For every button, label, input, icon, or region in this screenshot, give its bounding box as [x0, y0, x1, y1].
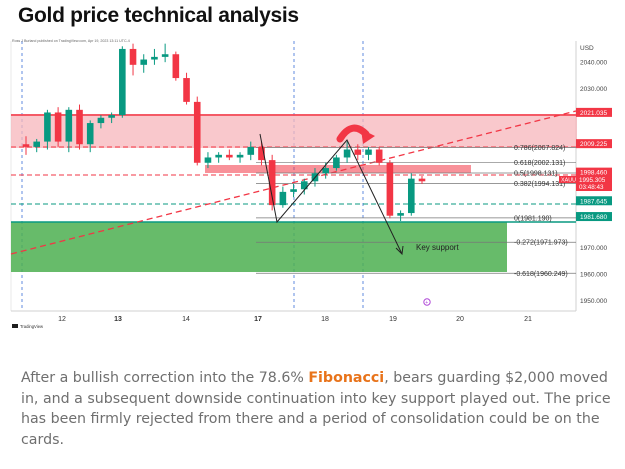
chart-header: Ross J Burland published on TradingView.…: [12, 39, 130, 43]
candle-body: [76, 109, 83, 145]
candle-body: [407, 178, 415, 214]
price-tag-label: 1987.645: [580, 198, 607, 205]
rejection-zone: [205, 165, 471, 173]
price-tag-label: 2021.035: [580, 110, 607, 117]
y-tick-label: 2030.000: [580, 86, 607, 93]
current-price-value: 1995.305: [579, 177, 606, 184]
key-support-label: Key support: [416, 243, 459, 252]
fib-level-label: 0(1981.190): [514, 215, 552, 222]
tradingview-logo-icon: [12, 324, 18, 328]
candle-body: [247, 146, 255, 155]
x-tick-label: 17: [254, 316, 262, 323]
price-tag: [576, 139, 612, 149]
rejection-arrow-head-icon: [361, 129, 375, 144]
candle-body: [65, 109, 73, 142]
candle-body: [140, 59, 148, 65]
candle-body: [33, 141, 41, 147]
current-price-tag: [576, 175, 612, 191]
page-title: Gold price technical analysis: [18, 4, 299, 27]
projection-arrow-head: [395, 245, 404, 256]
candle-body: [333, 157, 340, 169]
fibonacci-retracement[interactable]: 0.786(2007.824) 0.618(2002.131) 0.5(1998.1…: [256, 145, 576, 278]
price-tag: [576, 107, 612, 117]
article-text-end: , bears guarding $2,000 moved in, and a …: [21, 370, 611, 448]
candle-body: [215, 154, 222, 158]
fib-level-label: -0.272(1971.973): [514, 240, 568, 247]
price-tag: [576, 167, 612, 177]
candle-body: [268, 160, 276, 206]
price-tag: [576, 196, 612, 206]
brand-label: TradingView: [20, 324, 44, 329]
symbol-tag: [559, 176, 581, 183]
add-alert-plus: +: [425, 300, 428, 306]
candle-body: [54, 112, 62, 142]
fib-level-label: 0.5(1998.131): [514, 171, 558, 178]
candle-body: [365, 149, 372, 155]
candle-body: [236, 154, 244, 158]
x-tick-label: 20: [456, 316, 464, 323]
candle-body: [119, 48, 126, 116]
x-tick-label: 18: [321, 316, 329, 323]
candle-body: [258, 146, 265, 161]
price-tags: 2021.035 2009.225 1998.460 1987.645 1981.680: [576, 107, 612, 222]
candle-body: [161, 54, 169, 57]
candle-body: [343, 149, 351, 158]
candle-body: [322, 168, 329, 174]
article-paragraph: After a bullish correction into the 78.6…: [21, 368, 611, 450]
x-tick-label: 12: [58, 316, 66, 323]
rising-trendline: [10, 110, 577, 255]
y-tick-label: 1970.000: [580, 245, 607, 252]
candle-body: [290, 189, 297, 192]
price-tag: [576, 212, 612, 222]
candle-body: [418, 178, 426, 182]
candle-body: [226, 154, 233, 158]
countdown-value: 03:48:43: [579, 184, 604, 191]
fib-level-label: 0.786(2007.824): [514, 145, 565, 152]
support-zone: [11, 222, 507, 272]
candle-body: [151, 56, 158, 60]
x-axis-ticks: 12 13 14 17 18 19 20 21: [58, 316, 532, 323]
resistance-zone: [11, 114, 577, 148]
price-tag-label: 1981.680: [580, 214, 607, 221]
x-tick-label: 21: [524, 316, 532, 323]
currency-label: USD: [580, 45, 594, 52]
candle-body: [44, 112, 51, 142]
fib-level-label: 0.618(2002.131): [514, 160, 565, 167]
y-tick-label: 1950.000: [580, 298, 607, 305]
candlestick-chart[interactable]: 0.786(2007.824) 0.618(2002.131) 0.5(1998.1…: [10, 36, 612, 336]
chart-container[interactable]: 0.786(2007.824) 0.618(2002.131) 0.5(1998.1…: [10, 36, 612, 336]
price-tag-label: 1998.460: [580, 170, 607, 177]
price-tag-label: 2009.225: [580, 141, 607, 148]
add-alert-icon[interactable]: [423, 298, 431, 306]
candle-body: [172, 54, 180, 79]
article-text-start: After a bullish correction into the 78.6…: [21, 370, 309, 386]
candles-layer: [22, 43, 426, 221]
candle-body: [375, 149, 383, 163]
x-tick-label: 13: [114, 316, 122, 323]
y-tick-label: 2040.000: [580, 60, 607, 67]
projection-path: [259, 133, 403, 255]
x-tick-label: 19: [389, 316, 397, 323]
candle-body: [183, 78, 190, 102]
fibonacci-link[interactable]: Fibonacci: [308, 370, 385, 386]
candle-body: [97, 117, 105, 124]
fib-level-label: -0.618(1960.249): [514, 271, 568, 278]
candle-body: [300, 181, 308, 190]
y-tick-label: 1960.000: [580, 271, 607, 278]
candle-body: [86, 123, 94, 145]
x-tick-label: 14: [182, 316, 190, 323]
candle-body: [193, 101, 201, 163]
candle-body: [204, 157, 212, 163]
chart-background: [10, 36, 612, 336]
y-axis-ticks: 1950.000 1960.000 1970.000 2030.000 2040.000: [580, 60, 607, 305]
candle-body: [129, 48, 137, 65]
candle-body: [386, 162, 394, 216]
candle-body: [354, 149, 362, 155]
fib-level-label: 0.382(1994.131): [514, 181, 565, 188]
candle-body: [279, 191, 287, 206]
candle-body: [22, 144, 30, 147]
candle-body: [397, 213, 404, 216]
candle-body: [108, 115, 115, 118]
symbol-label: XAUUSD: [561, 178, 584, 184]
